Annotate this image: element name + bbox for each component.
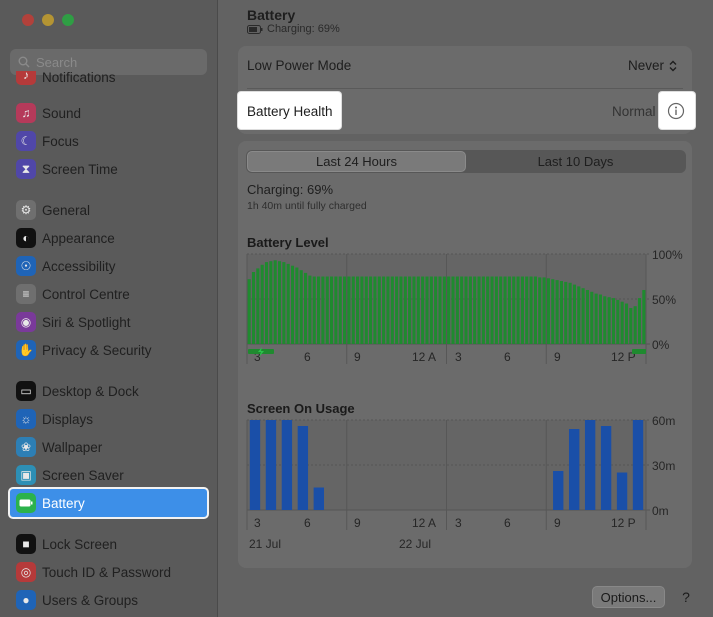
sidebar-item-touch-id-password[interactable]: ◎ Touch ID & Password [12, 559, 208, 585]
sidebar-item-label: Touch ID & Password [42, 564, 172, 580]
time-until-charged: 1h 40m until fully charged [247, 200, 367, 212]
info-icon [667, 102, 685, 120]
sidebar-item-label: Appearance [42, 230, 115, 246]
search-icon [18, 56, 30, 68]
lock-icon: ■ [16, 534, 36, 554]
sidebar-item-privacy-security[interactable]: ✋ Privacy & Security [12, 337, 208, 363]
battery-health-value: Normal [612, 104, 656, 119]
sidebar-item-desktop-dock[interactable]: ▭ Desktop & Dock [12, 378, 208, 404]
sidebar-item-label: Sound [42, 105, 82, 121]
header-subtitle-text: Charging: 69% [267, 23, 340, 35]
low-power-mode-label: Low Power Mode [247, 58, 352, 73]
sidebar-item-label: Screen Saver [42, 467, 124, 483]
sidebar-item-appearance[interactable]: ◐ Appearance [12, 225, 208, 251]
appearance-icon: ◐ [16, 228, 36, 248]
battery-level-title: Battery Level [247, 235, 329, 250]
info-button[interactable] [667, 102, 685, 120]
moon-icon: ☾ [16, 131, 36, 151]
header-subtitle: Charging: 69% [247, 23, 340, 35]
battery-charging-icon [247, 24, 263, 34]
sidebar-item-wallpaper[interactable]: ❀ Wallpaper [12, 434, 208, 460]
siri-icon: ◉ [16, 312, 36, 332]
options-button[interactable]: Options... [592, 586, 665, 608]
main-pane: Battery Charging: 69% Low Power Mode Nev… [218, 0, 713, 617]
sidebar-item-screen-saver[interactable]: ▣ Screen Saver [12, 462, 208, 488]
sidebar-item-sound[interactable]: ♫ Sound [12, 100, 208, 126]
sidebar-item-general[interactable]: ⚙ General [12, 197, 208, 223]
sidebar-item-label: Siri & Spotlight [42, 314, 131, 330]
sidebar-item-label: Accessibility [42, 258, 116, 274]
control-centre-icon: ≡ [16, 284, 36, 304]
battery-health-info-highlight [659, 92, 695, 129]
flower-icon: ❀ [16, 437, 36, 457]
screensaver-icon: ▣ [16, 465, 36, 485]
options-button-label: Options... [600, 589, 657, 605]
sidebar-item-lock-screen[interactable]: ■ Lock Screen [12, 531, 208, 557]
sidebar-item-label: Screen Time [42, 161, 118, 177]
hand-icon: ✋ [16, 340, 36, 360]
sidebar-item-label: Displays [42, 411, 94, 427]
gear-icon: ⚙ [16, 200, 36, 220]
low-power-mode-value: Never [628, 58, 665, 73]
close-window-button[interactable] [22, 14, 34, 26]
sidebar-item-battery[interactable]: Battery [8, 487, 209, 519]
low-power-mode-select[interactable]: Never [628, 58, 677, 73]
sidebar-item-label: General [42, 202, 91, 218]
sidebar-item-label: Notifications [42, 71, 116, 85]
battery-health-highlight [238, 92, 341, 129]
sidebar-item-notifications[interactable]: ♪ Notifications [12, 71, 208, 85]
search-placeholder: Search [36, 54, 78, 70]
dock-icon: ▭ [16, 381, 36, 401]
sidebar-item-label: Battery [42, 495, 85, 511]
sidebar-item-screen-time[interactable]: ⧗ Screen Time [12, 156, 208, 182]
sidebar-item-label: Users & Groups [42, 592, 139, 608]
sidebar-item-label: Desktop & Dock [42, 383, 139, 399]
accessibility-icon: ☉ [16, 256, 36, 276]
users-icon: ● [16, 590, 36, 610]
up-down-chevron-icon [669, 60, 677, 71]
hourglass-icon: ⧗ [16, 159, 36, 179]
battery-icon [16, 493, 36, 513]
sidebar-item-displays[interactable]: ☼ Displays [12, 406, 208, 432]
sidebar-item-control-centre[interactable]: ≡ Control Centre [12, 281, 208, 307]
speaker-icon: ♫ [16, 103, 36, 123]
charging-status: Charging: 69% [247, 182, 333, 197]
search-input[interactable]: Search [10, 49, 207, 75]
sidebar: Search ♪ Notifications ♫ Sound ☾ Focus ⧗ Screen… [0, 0, 218, 617]
minimize-window-button[interactable] [42, 14, 54, 26]
sidebar-item-siri-spotlight[interactable]: ◉ Siri & Spotlight [12, 309, 208, 335]
tab-last-10-days[interactable]: Last 10 Days [537, 154, 614, 169]
sidebar-item-label: Focus [42, 133, 79, 149]
help-button[interactable]: ? [675, 586, 697, 608]
sidebar-item-label: Control Centre [42, 286, 130, 302]
sidebar-item-label: Wallpaper [42, 439, 103, 455]
bell-icon: ♪ [16, 71, 36, 85]
tab-last-24-hours[interactable]: Last 24 Hours [247, 151, 466, 172]
row-divider [247, 88, 683, 89]
sidebar-item-accessibility[interactable]: ☉ Accessibility [12, 253, 208, 279]
battery-health-label: Battery Health [247, 104, 333, 119]
sidebar-item-users-groups[interactable]: ● Users & Groups [12, 587, 208, 613]
sidebar-item-label: Lock Screen [42, 536, 118, 552]
fingerprint-icon: ◎ [16, 562, 36, 582]
sidebar-item-focus[interactable]: ☾ Focus [12, 128, 208, 154]
sun-icon: ☼ [16, 409, 36, 429]
screen-on-usage-title: Screen On Usage [247, 401, 355, 416]
help-button-label: ? [682, 589, 690, 605]
zoom-window-button[interactable] [62, 14, 74, 26]
sidebar-item-label: Privacy & Security [42, 342, 152, 358]
page-title: Battery [247, 7, 296, 23]
